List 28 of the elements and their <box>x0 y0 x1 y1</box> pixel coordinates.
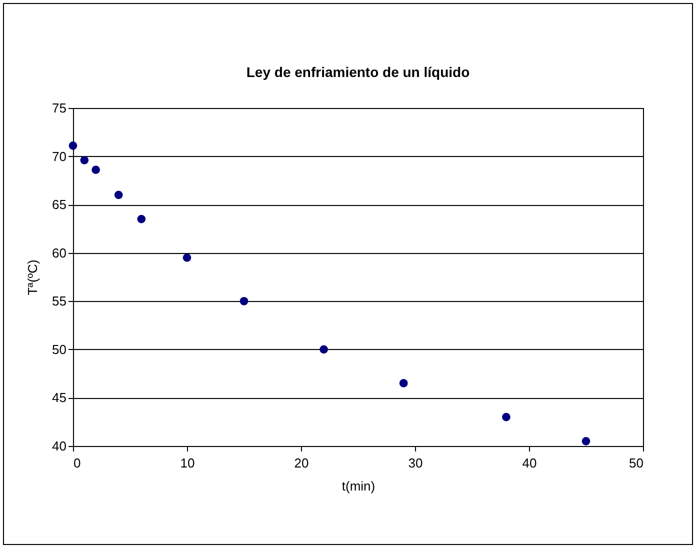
x-tick-label: 10 <box>180 456 195 470</box>
y-tick-label: 70 <box>52 148 66 164</box>
x-tick-label: 30 <box>408 456 423 470</box>
point <box>502 412 510 422</box>
point <box>182 254 192 262</box>
point <box>399 379 408 388</box>
x-tick-label: 50 <box>629 456 644 470</box>
point <box>240 296 248 306</box>
y-tick-label: 75 <box>52 100 66 116</box>
point <box>582 436 590 446</box>
y-tick-label: 40 <box>52 438 66 454</box>
point <box>320 345 328 354</box>
point <box>114 190 123 200</box>
x-tick-label: 40 <box>522 456 537 470</box>
x-tick-label: 20 <box>294 456 309 470</box>
y-tick-label: 50 <box>52 342 66 357</box>
x-axis-title: t(min) <box>342 478 376 494</box>
y-axis-title: Tª(ºC) <box>25 260 40 296</box>
y-tick-label: 45 <box>52 390 66 406</box>
y-tick-label: 55 <box>52 294 66 309</box>
point <box>92 166 100 174</box>
y-tick-label: 65 <box>52 197 66 212</box>
chart-title: Ley de enfriamiento de un líquido <box>246 64 470 80</box>
point <box>80 156 89 164</box>
x-tick-label: 0 <box>74 456 81 470</box>
y-tick-label: 60 <box>52 245 66 260</box>
point <box>68 141 78 150</box>
point <box>137 214 146 224</box>
